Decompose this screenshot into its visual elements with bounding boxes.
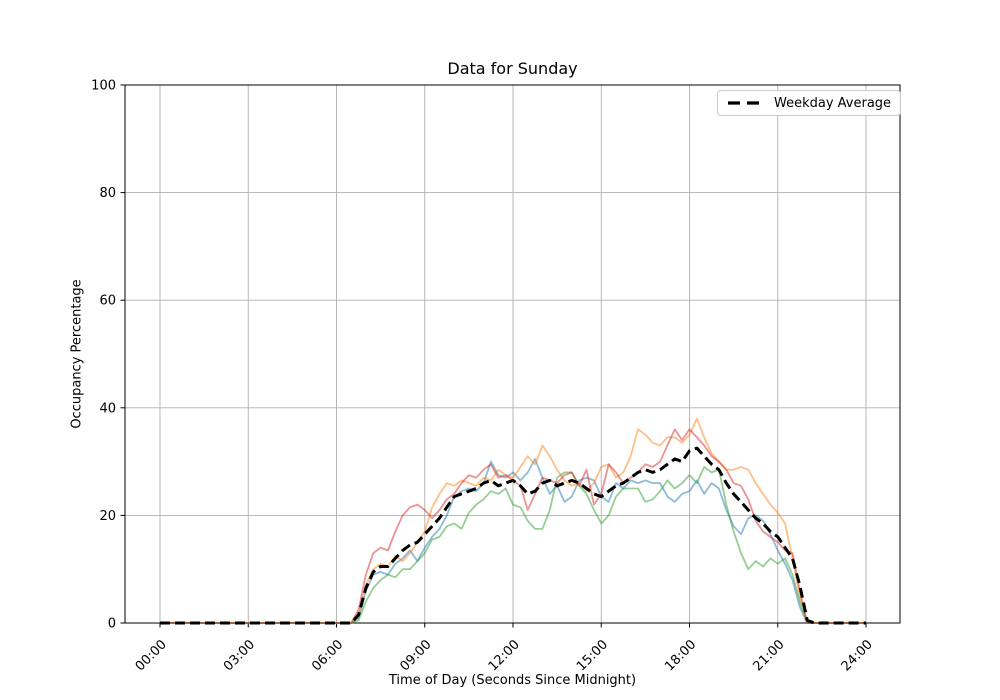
x-tick-label: 21:00 <box>750 637 787 674</box>
chart-title: Data for Sunday <box>447 59 578 78</box>
y-axis-label: Occupancy Percentage <box>69 279 85 429</box>
axes-frame <box>124 84 901 624</box>
legend-label: Weekday Average <box>774 95 892 111</box>
x-tick-label: 06:00 <box>309 637 346 674</box>
dashed-line-icon <box>728 101 764 105</box>
x-axis-label: Time of Day (Seconds Since Midnight) <box>388 673 637 688</box>
y-tick-label: 20 <box>99 509 116 524</box>
x-tick-label: 18:00 <box>662 637 699 674</box>
legend: Weekday Average <box>717 90 902 116</box>
y-tick-label: 60 <box>99 294 116 309</box>
y-tick-label: 0 <box>108 617 116 632</box>
x-tick-label: 15:00 <box>574 637 611 674</box>
y-tick-label: 100 <box>91 79 116 94</box>
y-tick-label: 40 <box>99 401 116 416</box>
y-tick-label: 80 <box>99 186 116 201</box>
x-tick-label: 09:00 <box>397 637 434 674</box>
x-tick-label: 03:00 <box>221 637 258 674</box>
x-tick-label: 24:00 <box>839 637 876 674</box>
weekday-average-line <box>160 446 866 625</box>
x-tick-label: 12:00 <box>486 637 523 674</box>
x-tick-label: 00:00 <box>133 637 170 674</box>
